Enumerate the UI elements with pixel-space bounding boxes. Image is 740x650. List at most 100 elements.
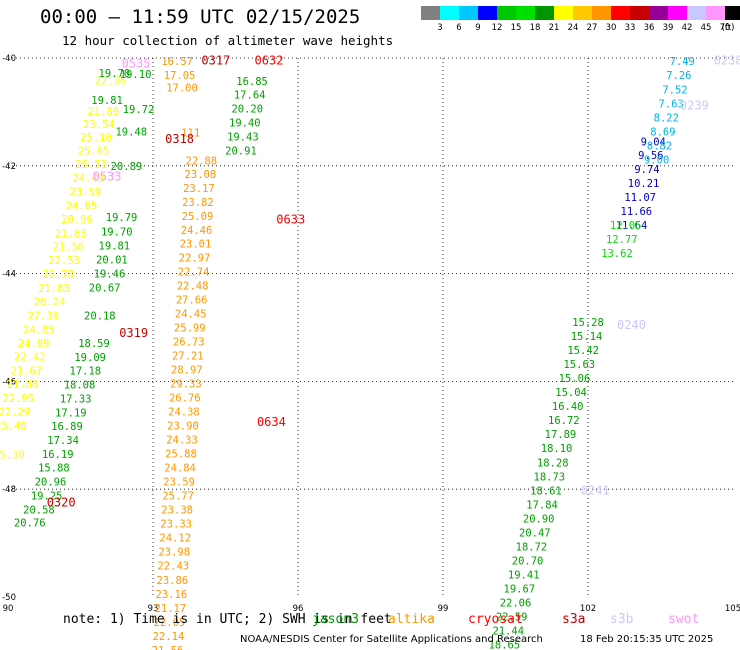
wave-height-label: 25.09	[182, 211, 214, 223]
wave-height-label: 15.63	[563, 359, 595, 371]
wave-height-label: 25.99	[174, 323, 206, 335]
wave-height-label: 23.38	[161, 505, 193, 517]
orbit-number-label: 0319	[119, 326, 148, 340]
wave-height-label: 29.33	[170, 379, 202, 391]
wave-height-label: 24.85	[23, 325, 55, 337]
wave-height-label: 28.97	[171, 365, 203, 377]
colorbar-label: 45	[701, 23, 712, 33]
wave-height-label: 18.72	[516, 541, 548, 553]
orbit-number-label: 0634	[257, 415, 286, 429]
wave-height-label: 19.48	[115, 126, 147, 138]
wave-height-label: 9.56	[638, 150, 663, 162]
lat-tick-label: -40	[2, 54, 16, 64]
wave-height-label: 24.12	[159, 533, 191, 545]
wave-height-label: 26.24	[34, 297, 66, 309]
wave-height-label: 15.06	[559, 373, 591, 385]
lon-tick-label: 102	[580, 604, 596, 614]
wave-height-label: 23.86	[157, 575, 189, 587]
lat-tick-label: -48	[2, 485, 16, 495]
wave-height-label: 20.47	[519, 527, 551, 539]
wave-height-label: 20.58	[23, 505, 55, 517]
wave-height-label: 23.17	[183, 183, 215, 195]
wave-height-label: 19.70	[99, 68, 131, 80]
wave-height-label: 21.44	[492, 625, 524, 637]
wave-height-label: 22.59	[496, 611, 528, 623]
lat-tick-label: -50	[2, 593, 16, 603]
mission-legend-item: swot	[668, 612, 700, 627]
wave-height-label: 22.48	[177, 280, 209, 292]
colorbar-label: 39	[663, 23, 674, 33]
orbit-number-label: 0239	[680, 98, 709, 112]
colorbar-label: 15	[511, 23, 522, 33]
map-title: 00:00 – 11:59 UTC 02/15/2025	[40, 6, 361, 28]
lon-tick-label: 96	[293, 604, 304, 614]
wave-height-label: 19.72	[123, 104, 155, 116]
wave-height-label: 20.91	[225, 146, 257, 158]
colorbar-label: 30	[606, 23, 617, 33]
orbit-number-label: 0241	[581, 483, 610, 497]
lat-tick-label: -46	[2, 377, 16, 387]
wave-height-label: 25.51	[75, 159, 107, 171]
wave-height-label: 15.28	[572, 317, 604, 329]
wave-height-label: 24.84	[164, 463, 196, 475]
wave-height-label: 17.34	[47, 435, 79, 447]
wave-height-label: 9.74	[634, 164, 659, 176]
colorbar-swatch	[440, 6, 459, 20]
map-subtitle: 12 hour collection of altimeter wave hei…	[62, 33, 394, 48]
wave-height-label: 13.62	[601, 248, 633, 260]
wave-height-label: 25.88	[165, 449, 197, 461]
wave-height-label: 17.64	[234, 90, 266, 102]
colorbar-label: 24	[568, 23, 579, 33]
colorbar-label: 36	[644, 23, 655, 33]
wave-height-label: 24.65	[66, 201, 98, 213]
wave-height-label: 25.65	[78, 146, 110, 158]
wave-height-label: 24.33	[166, 435, 198, 447]
footer-note: note: 1) Time is in UTC; 2) SWH is in fe…	[63, 612, 392, 627]
wave-height-label: 12.05	[610, 220, 642, 232]
wave-height-label: 16.57	[161, 56, 193, 68]
colorbar-swatch	[421, 6, 440, 20]
wave-height-label: 15.88	[38, 463, 70, 475]
wave-height-label: 19.46	[94, 269, 126, 281]
wave-height-label: 23.01	[180, 238, 212, 250]
wave-height-label: 22.88	[186, 155, 218, 167]
orbit-number-label: 0238	[714, 54, 740, 68]
colorbar-label: 12	[492, 23, 503, 33]
wave-height-label: 19.10	[120, 69, 152, 81]
colorbar-swatch	[516, 6, 535, 20]
wave-height-label: 7.49	[670, 56, 695, 68]
colorbar-label: 42	[682, 23, 693, 33]
wave-height-label: 18.65	[489, 639, 521, 650]
wave-height-label: 23.98	[158, 547, 190, 559]
wave-height-label: 22.78	[42, 269, 74, 281]
wave-height-label: 20.67	[89, 283, 121, 295]
wave-height-label: 15.14	[571, 331, 603, 343]
mission-legend-item: s3b	[610, 612, 634, 627]
wave-height-label: 7.52	[662, 84, 687, 96]
wave-height-label: 27.66	[176, 294, 208, 306]
wave-height-label: 15.42	[567, 345, 599, 357]
colorbar-swatch	[554, 6, 573, 20]
wave-height-label: 7.63	[658, 98, 683, 110]
wave-height-label: 18.73	[534, 471, 566, 483]
colorbar-swatch	[668, 6, 687, 20]
wave-height-label: 27.39	[27, 311, 59, 323]
colorbar-swatch	[478, 6, 497, 20]
orbit-number-label: 0240	[617, 318, 646, 332]
wave-height-label: 22.95	[2, 393, 34, 405]
wave-height-label: 21.83	[38, 283, 70, 295]
wave-height-label: 23.40	[0, 421, 27, 433]
wave-height-label: 26.76	[169, 393, 201, 405]
wave-height-label: 16.40	[552, 401, 584, 413]
axis-ticks: 90 93 96 99 102 105 -40 -42 -44 -46 -48 -50	[2, 54, 740, 614]
wave-height-label: 21.80	[7, 379, 39, 391]
wave-height-label: 15.04	[555, 387, 587, 399]
orbit-number-label: 0533	[93, 170, 122, 184]
colorbar-swatch	[497, 6, 516, 20]
orbit-number-label: 0632	[255, 54, 284, 68]
orbit-number-label: 0318	[165, 132, 194, 146]
wave-height-label: 22.29	[0, 407, 30, 419]
wave-height-label: 8.69	[650, 126, 675, 138]
wave-height-label: 11.07	[624, 192, 656, 204]
